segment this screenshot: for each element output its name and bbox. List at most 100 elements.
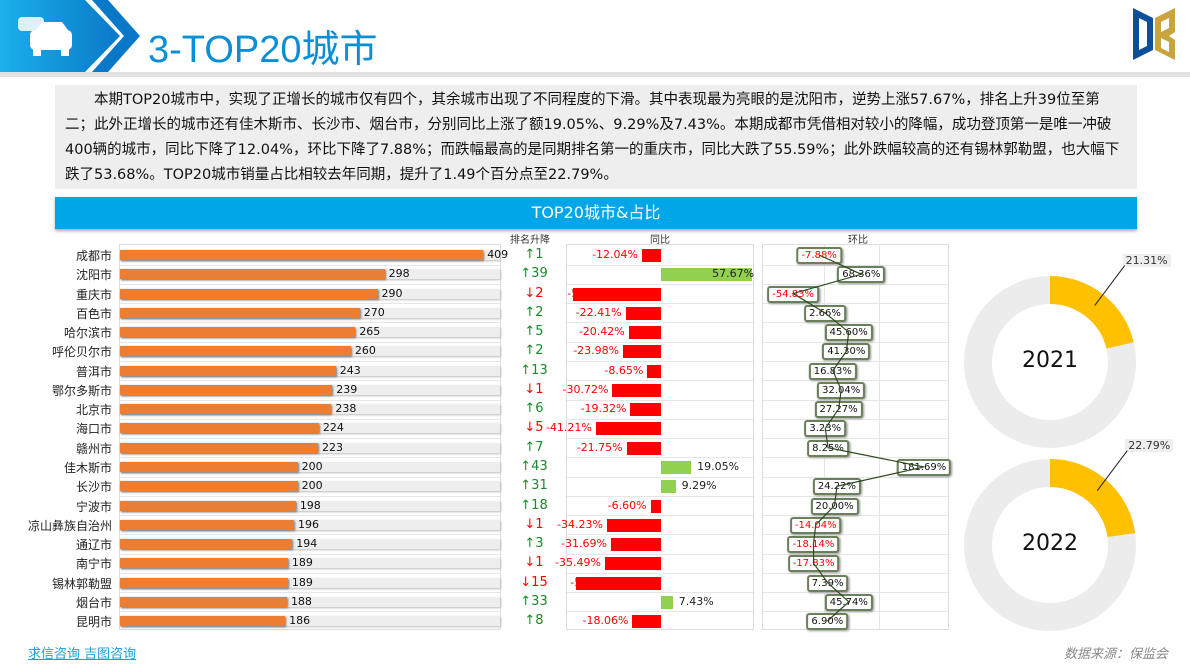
yoy-label: -20.42%	[578, 325, 625, 339]
yoy-label: -34.23%	[557, 517, 603, 531]
grid-line	[763, 534, 948, 536]
mom-line	[791, 254, 925, 622]
grid-line	[567, 534, 753, 536]
grid-line	[878, 245, 880, 629]
grid-line	[567, 341, 753, 343]
grid-line	[120, 572, 500, 574]
grid-line	[763, 515, 948, 517]
rank-change: ↓1	[524, 381, 544, 397]
city-label: 北京市	[75, 403, 112, 418]
grid-line	[763, 264, 948, 266]
donut-share-label: 21.31%	[1122, 253, 1171, 267]
sales-bar	[120, 481, 298, 492]
yoy-bar	[641, 249, 661, 262]
rank-change: ↑2	[524, 343, 544, 359]
donut-slice	[1049, 276, 1134, 350]
sales-value: 290	[381, 286, 403, 300]
yoy-label: -41.21%	[545, 421, 592, 435]
city-label: 宁波市	[75, 499, 112, 514]
yoy-bar	[625, 306, 661, 320]
grid-line	[120, 341, 500, 343]
sales-value: 409	[487, 248, 509, 261]
grid-line	[567, 592, 753, 594]
sales-value: 239	[336, 382, 358, 396]
city-label: 昆明市	[75, 615, 112, 630]
bar-bg	[120, 616, 500, 627]
yoy-bar	[628, 326, 661, 340]
grid-line	[567, 380, 753, 382]
grid-line	[763, 572, 948, 574]
city-label: 普洱市	[75, 364, 112, 379]
grid-line	[567, 360, 753, 362]
bar-bg	[120, 539, 500, 550]
bar-bg	[120, 558, 500, 569]
yoy-label: -23.98%	[573, 344, 620, 358]
sales-bar	[120, 327, 356, 338]
source-links[interactable]: 求信咨询 吉图咨询	[28, 647, 137, 662]
rank-change: ↓1	[524, 555, 544, 571]
donut-share-label: 22.79%	[1125, 438, 1174, 452]
grid-line	[763, 341, 948, 343]
yoy-label: 57.67%	[712, 267, 755, 281]
city-label: 百色市	[75, 306, 112, 321]
rank-change: ↑8	[524, 613, 544, 629]
yoy-label: -22.41%	[575, 305, 622, 319]
rank-change: ↑43	[520, 458, 548, 474]
yoy-label: -6.60%	[607, 498, 647, 512]
rank-change: ↑6	[524, 401, 544, 417]
grid-line	[120, 476, 500, 478]
mom-label: 6.90%	[806, 613, 849, 631]
yoy-label: -53.68%	[570, 575, 617, 589]
bar-bg	[120, 577, 500, 588]
grid-line	[567, 572, 753, 574]
grid-line	[763, 418, 948, 420]
city-label: 烟台市	[75, 595, 112, 610]
sales-value: 194	[296, 537, 318, 551]
sales-value: 200	[301, 459, 323, 473]
grid-line	[567, 303, 753, 305]
yoy-bar	[604, 557, 661, 571]
grid-line	[763, 380, 948, 382]
city-label: 沈阳市	[75, 268, 112, 283]
sales-bar	[120, 423, 319, 434]
sales-bar	[120, 577, 288, 588]
grid-line	[120, 553, 500, 555]
grid-line	[763, 283, 948, 285]
sales-value: 243	[339, 363, 361, 377]
sales-bar	[120, 519, 295, 530]
header-banner	[0, 0, 140, 72]
grid-line	[763, 553, 948, 555]
city-label: 长沙市	[75, 480, 112, 495]
grid-line	[763, 611, 948, 613]
yoy-bar	[626, 441, 661, 455]
yoy-label: -12.04%	[592, 248, 638, 261]
db-logo	[1133, 8, 1175, 60]
rank-change: ↑31	[520, 478, 548, 494]
sales-bar	[120, 384, 333, 395]
grid-line	[567, 495, 753, 497]
leader-line	[1096, 450, 1128, 491]
sales-bar	[120, 250, 484, 260]
grid-line	[567, 283, 753, 285]
grid-line	[763, 592, 948, 594]
sales-panel	[119, 244, 501, 630]
sales-bar	[120, 307, 360, 318]
grid-line	[567, 264, 753, 266]
rank-change: ↓2	[524, 285, 544, 301]
rank-change: ↑39	[520, 266, 548, 282]
city-label: 赣州市	[75, 441, 112, 456]
grid-line	[567, 611, 753, 613]
grid-line	[120, 534, 500, 536]
yoy-bar	[632, 615, 661, 629]
yoy-bar	[661, 460, 692, 474]
grid-line	[120, 457, 500, 459]
chart-title: TOP20城市&占比	[55, 197, 1137, 229]
sales-value: 189	[291, 575, 313, 589]
grid-line	[763, 476, 948, 478]
rank-change: ↑33	[520, 593, 548, 609]
grid-line	[567, 418, 753, 420]
grid-line	[120, 495, 500, 497]
city-label: 呼伦贝尔市	[51, 345, 112, 360]
yoy-label: -21.75%	[576, 440, 623, 454]
